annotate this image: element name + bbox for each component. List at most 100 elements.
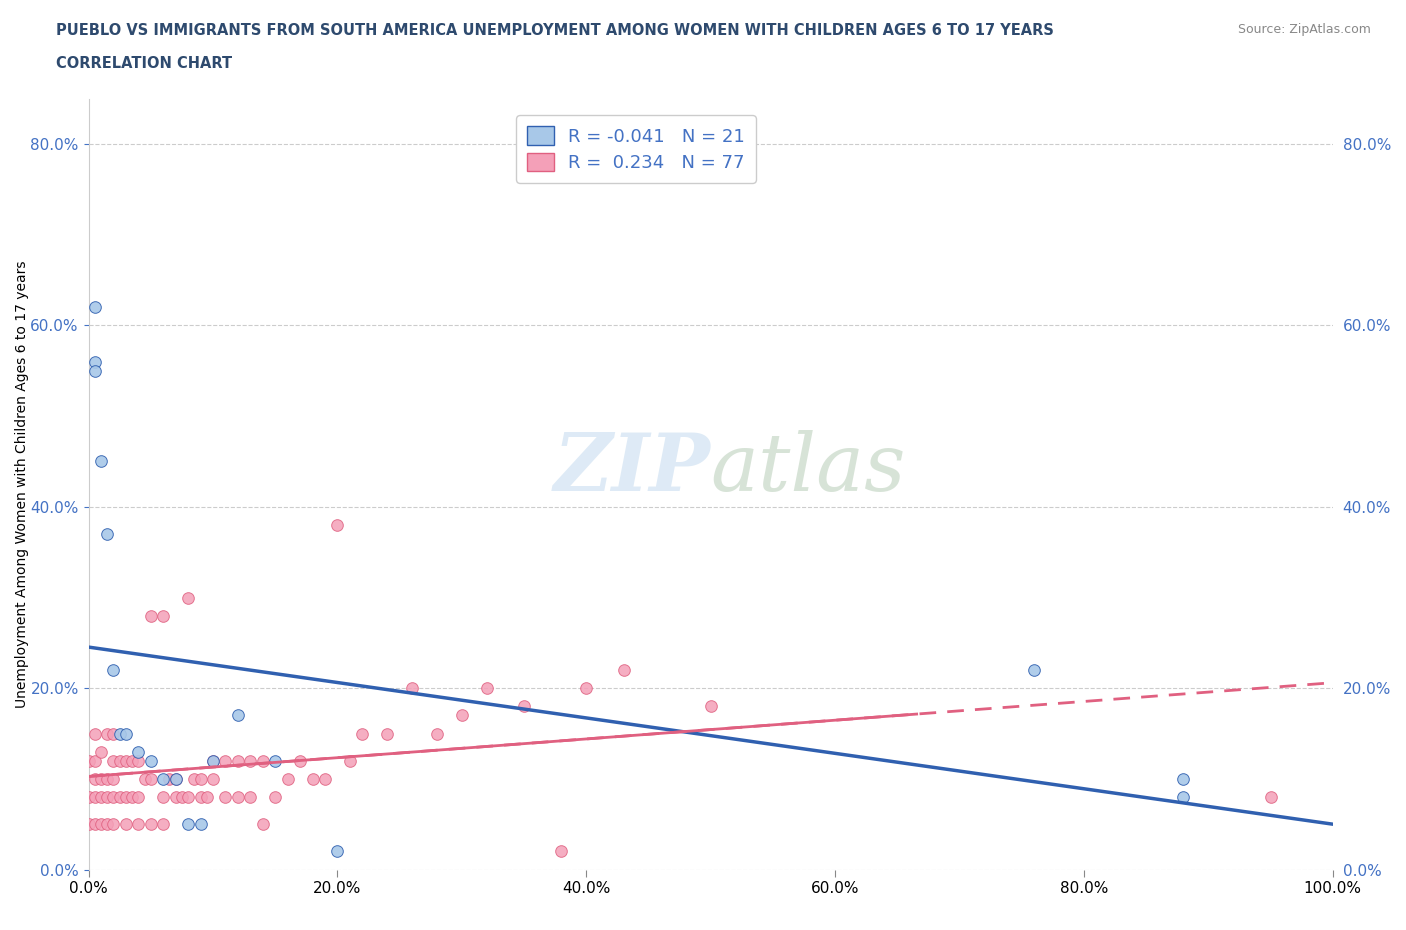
Point [127,744,149,759]
Point [226,753,249,768]
Point [165,772,187,787]
Point [513,699,536,714]
Point [121,790,143,804]
Point [1260,790,1282,804]
Point [108,726,131,741]
Point [77,790,100,804]
Point [103,790,125,804]
Point [139,753,162,768]
Point [177,817,200,831]
Point [96,790,118,804]
Point [90,790,112,804]
Point [165,772,187,787]
Point [1173,772,1195,787]
Point [103,772,125,787]
Point [96,726,118,741]
Point [96,817,118,831]
Text: atlas: atlas [710,430,905,508]
Point [326,844,349,859]
Point [214,790,236,804]
Point [90,454,112,469]
Point [170,790,193,804]
Point [239,790,262,804]
Point [226,790,249,804]
Point [195,790,218,804]
Point [264,753,287,768]
Point [83,726,105,741]
Point [139,772,162,787]
Point [83,299,105,314]
Point [103,726,125,741]
Point [139,608,162,623]
Point [96,772,118,787]
Point [183,772,205,787]
Point [127,790,149,804]
Point [550,844,572,859]
Point [165,790,187,804]
Point [339,753,361,768]
Point [264,790,287,804]
Legend: R = -0.041   N = 21, R =  0.234   N = 77: R = -0.041 N = 21, R = 0.234 N = 77 [516,115,756,183]
Point [326,517,349,532]
Point [252,817,274,831]
Point [96,526,118,541]
Point [352,726,374,741]
Point [177,590,200,604]
Point [401,681,423,696]
Point [108,753,131,768]
Point [115,790,138,804]
Point [699,699,721,714]
Point [252,753,274,768]
Point [121,753,143,768]
Point [152,790,174,804]
Point [239,753,262,768]
Point [90,744,112,759]
Point [613,663,636,678]
Point [226,708,249,723]
Point [83,753,105,768]
Point [134,772,156,787]
Point [475,681,498,696]
Point [83,817,105,831]
Point [103,817,125,831]
Text: PUEBLO VS IMMIGRANTS FROM SOUTH AMERICA UNEMPLOYMENT AMONG WOMEN WITH CHILDREN A: PUEBLO VS IMMIGRANTS FROM SOUTH AMERICA … [56,23,1054,38]
Point [1024,663,1046,678]
Point [108,790,131,804]
Point [190,790,212,804]
Y-axis label: Unemployment Among Women with Children Ages 6 to 17 years: Unemployment Among Women with Children A… [15,260,30,708]
Point [127,753,149,768]
Point [115,726,138,741]
Point [139,817,162,831]
Point [83,772,105,787]
Point [83,354,105,369]
Point [288,753,311,768]
Point [426,726,449,741]
Point [152,817,174,831]
Text: ZIP: ZIP [554,430,710,508]
Point [277,772,299,787]
Point [77,753,100,768]
Text: CORRELATION CHART: CORRELATION CHART [56,56,232,71]
Point [301,772,323,787]
Point [103,753,125,768]
Point [159,772,181,787]
Point [115,753,138,768]
Point [77,817,100,831]
Text: Source: ZipAtlas.com: Source: ZipAtlas.com [1237,23,1371,36]
Point [103,663,125,678]
Point [214,753,236,768]
Point [201,772,224,787]
Point [575,681,598,696]
Point [1173,790,1195,804]
Point [90,817,112,831]
Point [314,772,336,787]
Point [115,817,138,831]
Point [201,753,224,768]
Point [201,753,224,768]
Point [190,817,212,831]
Point [127,817,149,831]
Point [152,608,174,623]
Point [83,364,105,379]
Point [177,790,200,804]
Point [83,790,105,804]
